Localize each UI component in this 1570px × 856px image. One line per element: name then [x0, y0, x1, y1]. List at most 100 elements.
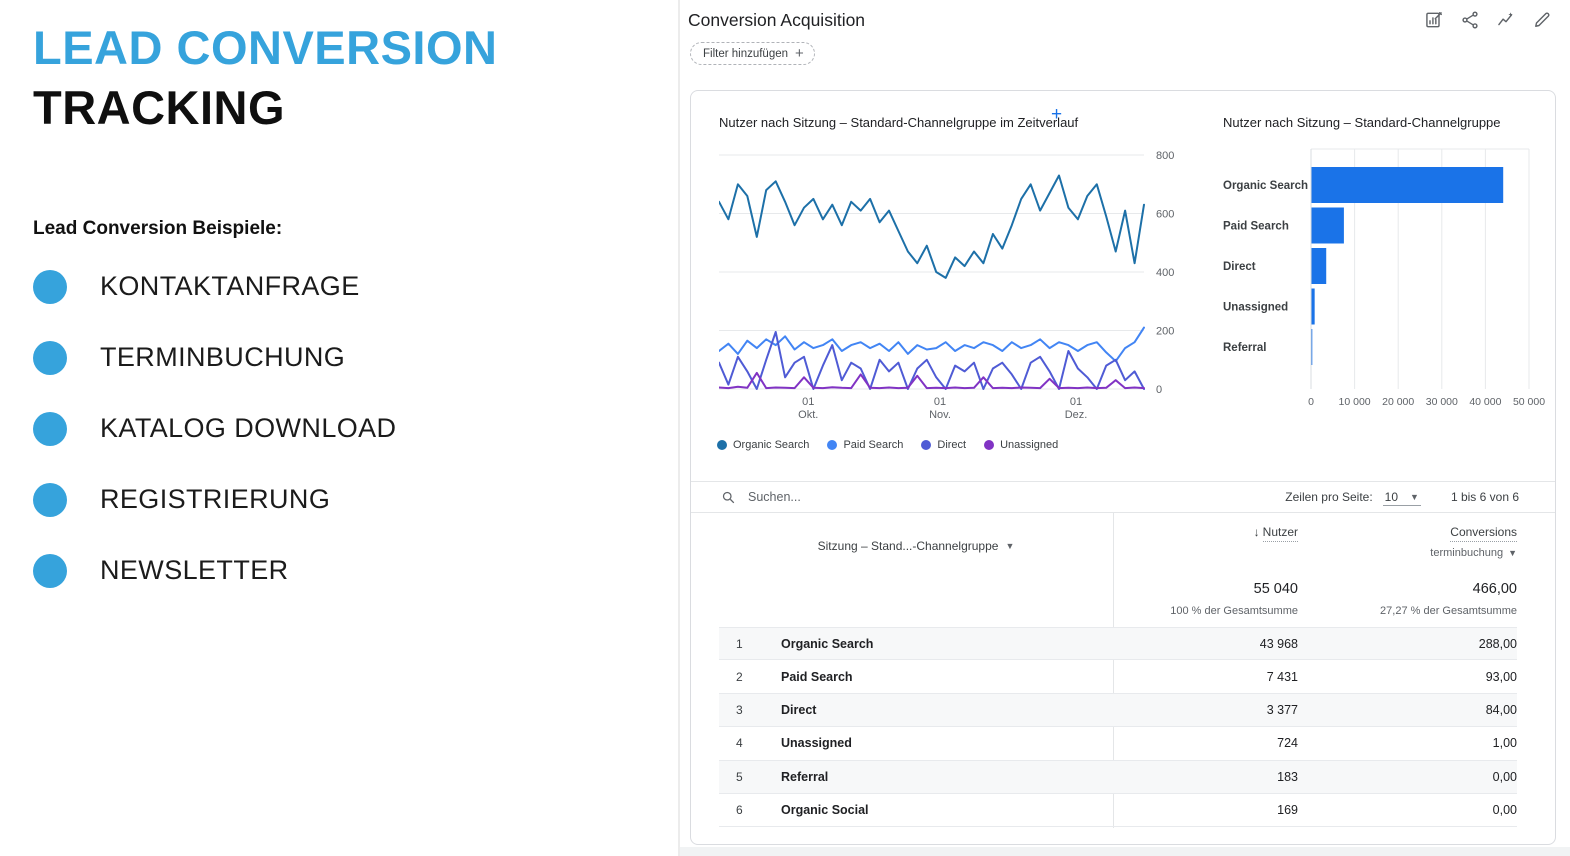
slide-left-panel: LEAD CONVERSION TRACKING Lead Conversion…: [0, 0, 678, 856]
column-header-conversions[interactable]: Conversions terminbuchung ▼: [1298, 517, 1517, 575]
bullet-dot-icon: [33, 411, 67, 446]
dimension-header-label: Sitzung – Stand...-Channelgruppe: [817, 539, 999, 553]
section-divider: [691, 481, 1555, 482]
chevron-down-icon: ▼: [1410, 492, 1419, 502]
legend-dot: [717, 440, 727, 450]
legend-item: Unassigned: [984, 439, 1058, 451]
legend-item: Paid Search: [827, 439, 903, 451]
row-index: 5: [736, 769, 743, 784]
customize-report-icon[interactable]: [1424, 9, 1446, 31]
share-icon[interactable]: [1460, 9, 1482, 31]
totals-nutzer: 55 040 100 % der Gesamtsumme: [1113, 581, 1298, 617]
table-row: 2 Paid Search 7 431 93,00: [719, 660, 1517, 694]
row-nutzer: 43 968: [1259, 636, 1298, 651]
add-filter-chip[interactable]: Filter hinzufügen +: [690, 42, 815, 65]
search-icon: [722, 491, 735, 503]
column-header-nutzer[interactable]: ↓ Nutzer: [1113, 517, 1298, 575]
page-background-strip: [680, 847, 1570, 856]
bullet-dot-icon: [33, 482, 67, 517]
table-totals-row: 55 040 100 % der Gesamtsumme 466,00 27,2…: [719, 581, 1517, 617]
row-nutzer: 183: [1277, 769, 1298, 784]
row-index: 1: [736, 636, 743, 651]
list-item: TERMINBUCHUNG: [33, 322, 396, 393]
legend-dot: [827, 440, 838, 450]
table-column-divider: [1113, 513, 1114, 828]
legend-dot: [984, 440, 995, 450]
svg-text:0: 0: [1156, 384, 1162, 396]
rows-per-page-value: 10: [1384, 490, 1399, 504]
row-conversions: 1,00: [1492, 736, 1517, 751]
svg-text:20 000: 20 000: [1382, 396, 1414, 408]
bullet-dot-icon: [33, 269, 67, 304]
svg-text:Unassigned: Unassigned: [1223, 302, 1288, 314]
sort-descending-icon: ↓: [1253, 525, 1260, 539]
list-item: KONTAKTANFRAGE: [33, 251, 396, 322]
row-index: 6: [736, 803, 743, 818]
svg-text:Direct: Direct: [1223, 261, 1256, 273]
row-channel: Organic Social: [781, 803, 869, 818]
pagination-range: 1 bis 6 von 6: [1450, 490, 1519, 504]
svg-text:Nov.: Nov.: [929, 409, 951, 421]
table-body: 1 Organic Search 43 968 288,00 2 Paid Se…: [719, 627, 1517, 828]
svg-text:800: 800: [1156, 150, 1174, 162]
legend-dot: [921, 440, 932, 450]
bullet-label: TERMINBUCHUNG: [100, 342, 346, 372]
row-conversions: 288,00: [1478, 636, 1517, 651]
report-card: Nutzer nach Sitzung – Standard-Channelgr…: [690, 90, 1556, 845]
svg-text:Paid Search: Paid Search: [1223, 221, 1289, 233]
row-index: 4: [736, 736, 743, 751]
conversions-header-label: Conversions: [1450, 525, 1517, 542]
table-row: 6 Organic Social 169 0,00: [719, 794, 1517, 828]
legend-label: Unassigned: [1000, 439, 1059, 451]
insights-icon[interactable]: [1496, 9, 1518, 31]
bullet-label: REGISTRIERUNG: [100, 484, 331, 514]
rows-per-page-select[interactable]: 10 ▼: [1382, 488, 1421, 506]
svg-text:10 000: 10 000: [1339, 396, 1371, 408]
legend-item: Organic Search: [717, 439, 809, 451]
totals-conversions-share: 27,27 % der Gesamtsumme: [1380, 605, 1517, 617]
svg-text:30 000: 30 000: [1426, 396, 1458, 408]
totals-nutzer-share: 100 % der Gesamtsumme: [1170, 605, 1298, 617]
legend-item: Direct: [921, 439, 966, 451]
table-row: 3 Direct 3 377 84,00: [719, 693, 1517, 728]
row-index: 3: [736, 702, 743, 717]
bullet-list-heading: Lead Conversion Beispiele:: [33, 218, 283, 239]
row-channel: Organic Search: [781, 636, 874, 651]
add-filter-label: Filter hinzufügen: [703, 47, 789, 60]
bar-chart: 0 10 000 20 000 30 000 40 000 50 000 Organic S…: [1223, 148, 1545, 408]
bullet-list: KONTAKTANFRAGE TERMINBUCHUNG KATALOG DOW…: [33, 251, 396, 606]
conversions-event-label: terminbuchung: [1430, 547, 1504, 559]
rows-per-page-label: Zeilen pro Seite:: [1285, 490, 1373, 504]
row-nutzer: 3 377: [1266, 702, 1298, 717]
svg-text:40 000: 40 000: [1469, 396, 1501, 408]
row-nutzer: 724: [1277, 736, 1298, 751]
bullet-dot-icon: [33, 553, 67, 588]
conversions-subheader[interactable]: terminbuchung ▼: [1298, 547, 1517, 559]
legend-label: Paid Search: [843, 439, 904, 451]
svg-text:400: 400: [1156, 267, 1174, 279]
bar-chart-title: Nutzer nach Sitzung – Standard-Channelgr…: [1223, 115, 1501, 130]
row-conversions: 0,00: [1492, 803, 1517, 818]
row-channel: Direct: [781, 702, 817, 717]
totals-nutzer-value: 55 040: [1253, 581, 1298, 597]
chevron-down-icon: ▼: [1005, 541, 1015, 551]
list-item: KATALOG DOWNLOAD: [33, 393, 396, 464]
legend-label: Organic Search: [733, 439, 810, 451]
slide-title: LEAD CONVERSION TRACKING: [33, 18, 498, 138]
table-row: 4 Unassigned 724 1,00: [719, 727, 1517, 761]
search-input[interactable]: [746, 489, 936, 505]
list-item: REGISTRIERUNG: [33, 464, 396, 535]
bullet-label: NEWSLETTER: [100, 555, 289, 585]
edit-icon[interactable]: [1532, 9, 1554, 31]
svg-text:01: 01: [802, 396, 814, 408]
row-channel: Paid Search: [781, 669, 853, 684]
table-search-row: Zeilen pro Seite: 10 ▼ 1 bis 6 von 6: [691, 482, 1555, 513]
row-nutzer: 7 431: [1266, 669, 1298, 684]
add-dimension-button[interactable]: +: [1051, 104, 1063, 125]
dimension-header-dropdown[interactable]: Sitzung – Stand...-Channelgruppe ▼: [719, 517, 1113, 575]
chevron-down-icon: ▼: [1508, 548, 1517, 558]
totals-conversions-value: 466,00: [1472, 581, 1517, 597]
row-channel: Referral: [781, 769, 829, 784]
table-header-row: Sitzung – Stand...-Channelgruppe ▼ ↓ Nutz…: [719, 517, 1517, 575]
